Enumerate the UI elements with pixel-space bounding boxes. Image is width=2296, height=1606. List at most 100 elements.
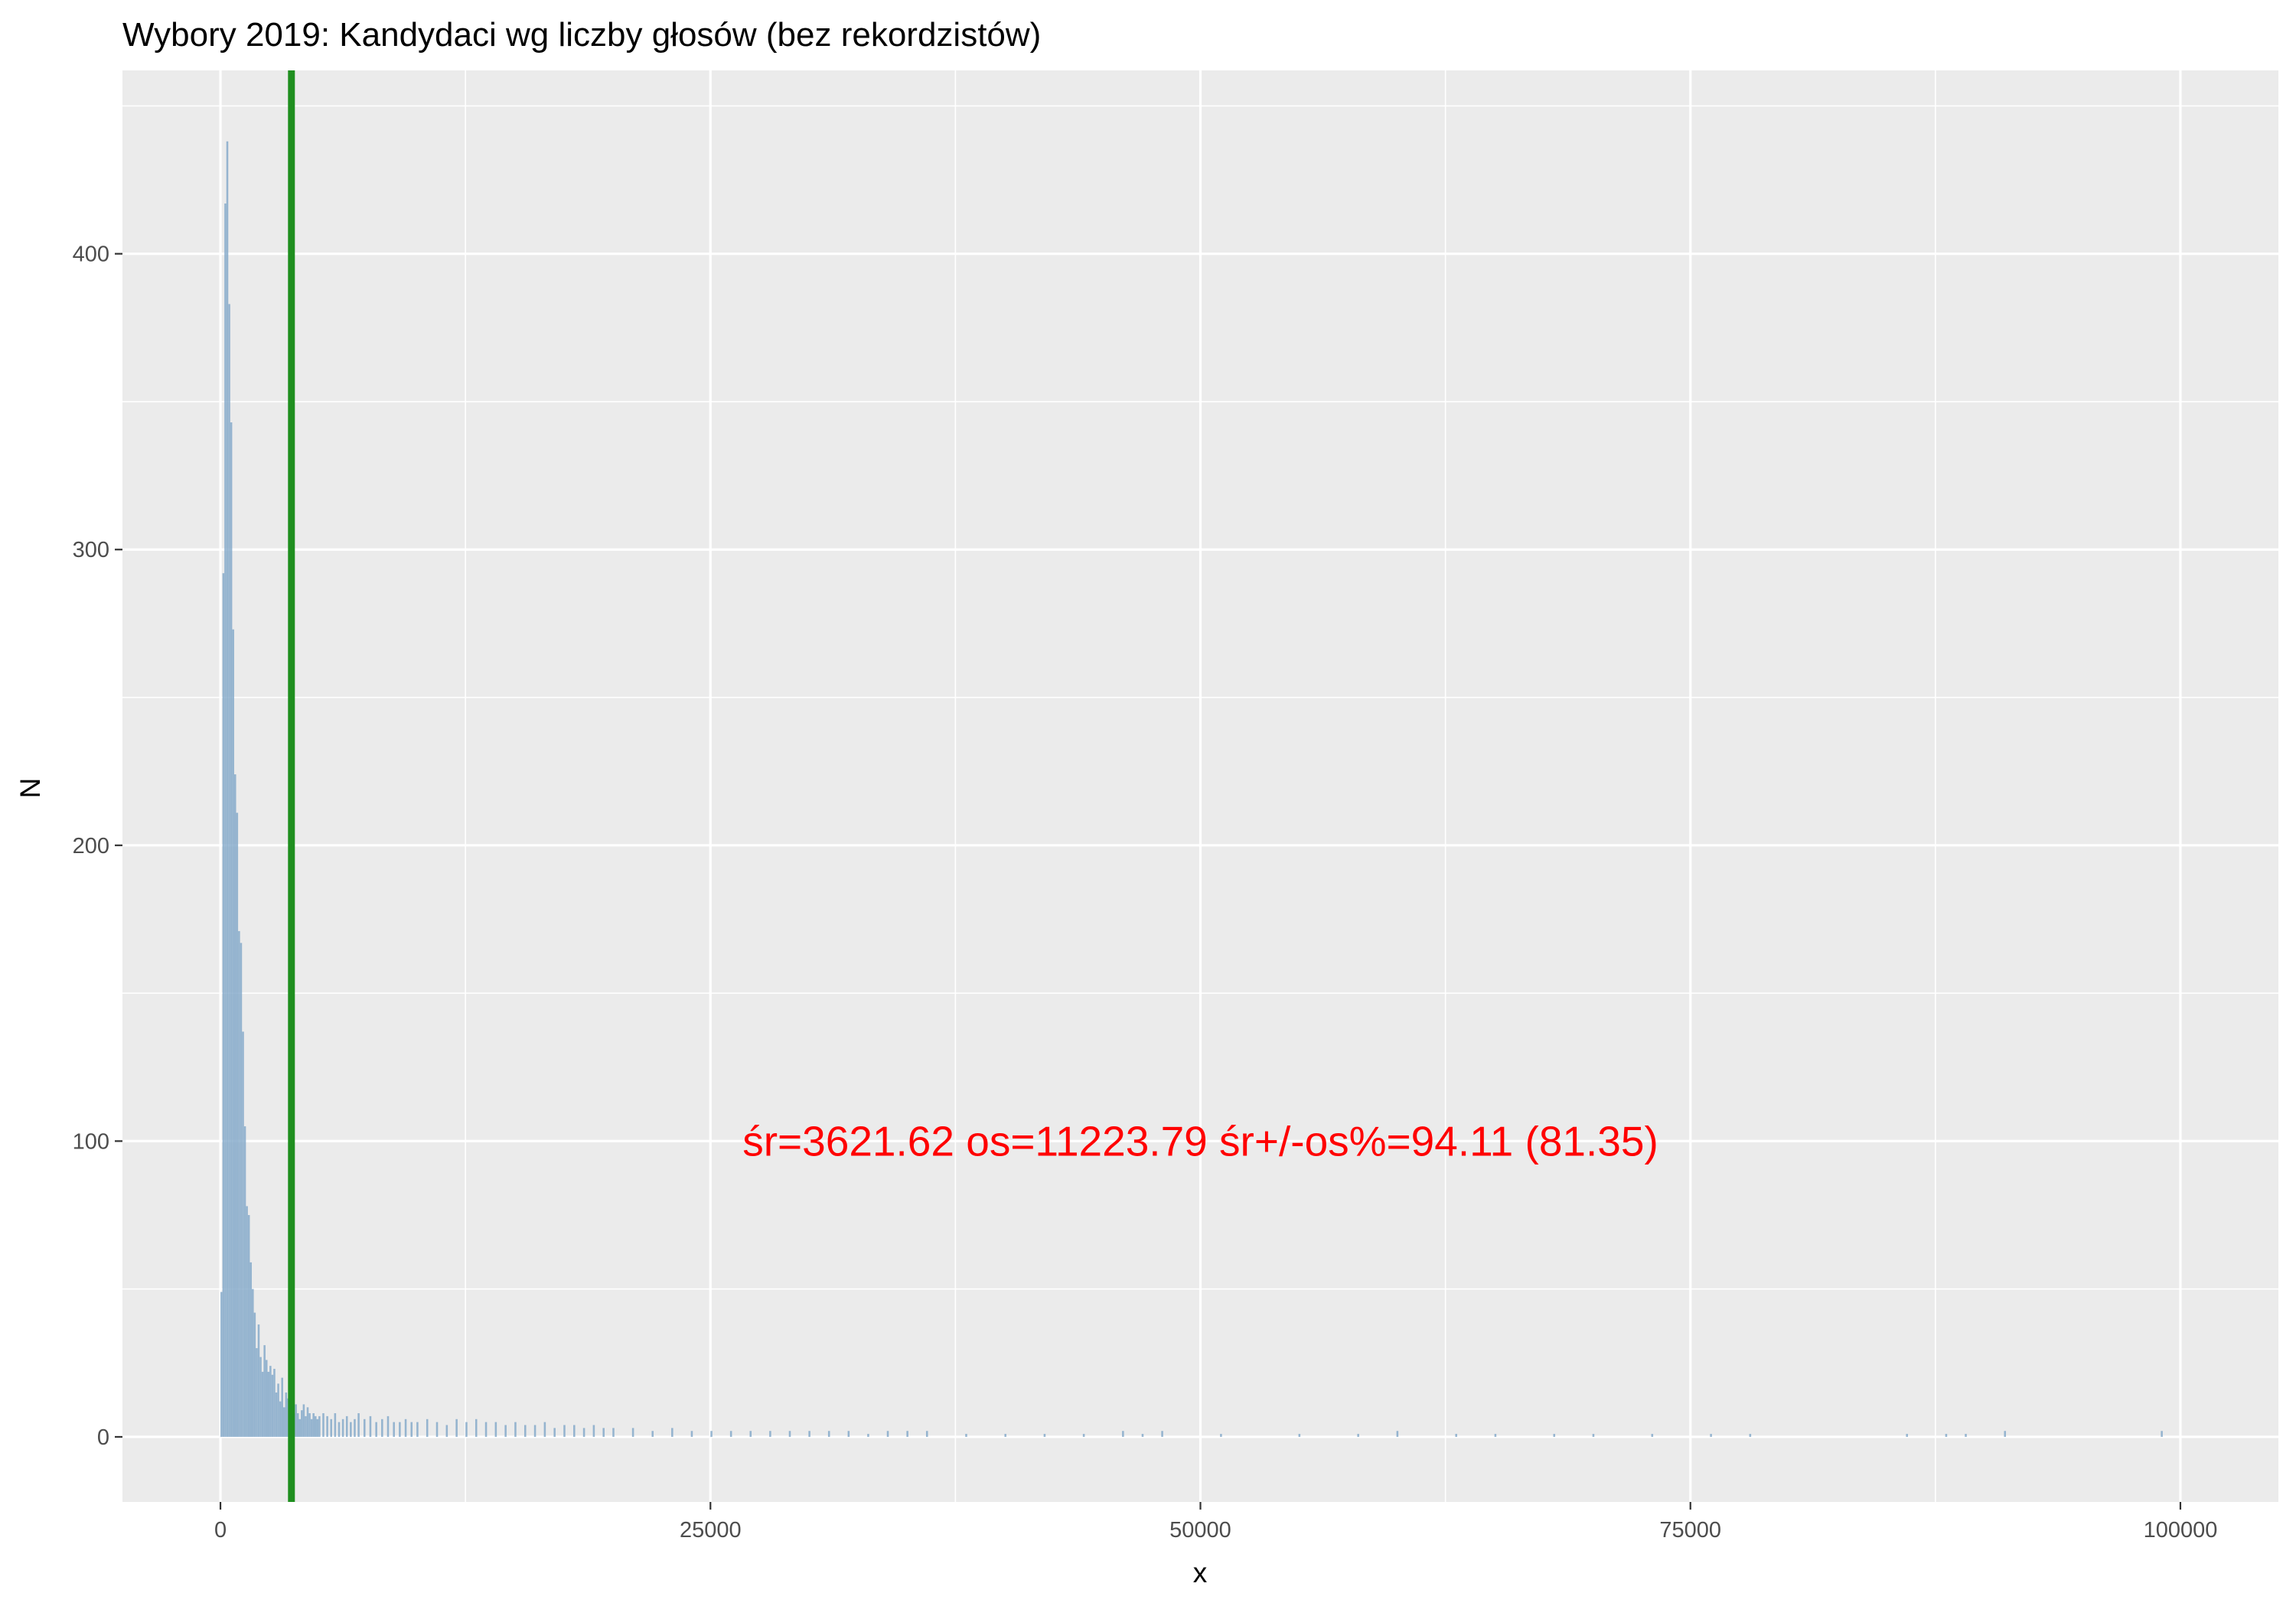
histogram-bar bbox=[226, 141, 229, 1437]
chart-title: Wybory 2019: Kandydaci wg liczby głosów … bbox=[122, 16, 1041, 54]
histogram-bar bbox=[651, 1431, 654, 1437]
histogram-bar bbox=[228, 304, 230, 1437]
histogram-bar bbox=[318, 1415, 321, 1437]
histogram-bar bbox=[1965, 1434, 1967, 1437]
histogram-bar bbox=[301, 1410, 303, 1437]
histogram-bar bbox=[729, 1431, 732, 1437]
histogram-bar bbox=[2004, 1431, 2007, 1437]
x-tick-label: 100000 bbox=[2144, 1518, 2218, 1542]
histogram-bar bbox=[314, 1415, 317, 1437]
histogram-bar bbox=[267, 1371, 270, 1437]
histogram-bar bbox=[906, 1431, 908, 1437]
histogram-bar bbox=[1455, 1434, 1457, 1437]
histogram-bar bbox=[553, 1428, 556, 1437]
histogram-bar bbox=[523, 1425, 527, 1437]
stats-annotation: śr=3621.62 os=11223.79 śr+/-os%=94.11 (8… bbox=[742, 1117, 1658, 1165]
histogram-bar bbox=[275, 1392, 278, 1437]
x-tick-label: 0 bbox=[214, 1518, 227, 1542]
histogram-bars bbox=[220, 141, 2163, 1437]
histogram-bar bbox=[277, 1383, 279, 1437]
histogram-bar bbox=[1710, 1434, 1712, 1437]
histogram-bar bbox=[224, 203, 227, 1437]
histogram-bar bbox=[259, 1357, 262, 1437]
histogram-bar bbox=[475, 1419, 478, 1437]
histogram-bar bbox=[330, 1419, 333, 1437]
histogram-bar bbox=[281, 1377, 283, 1437]
histogram-bar bbox=[354, 1419, 356, 1437]
y-tick-label: 0 bbox=[97, 1425, 109, 1450]
histogram-bar bbox=[867, 1434, 869, 1437]
histogram-bar bbox=[1396, 1431, 1399, 1437]
histogram-bar bbox=[296, 1413, 299, 1437]
x-axis-title: x bbox=[1193, 1557, 1208, 1588]
histogram-bar bbox=[416, 1422, 419, 1437]
histogram-bar bbox=[573, 1425, 576, 1437]
histogram-bar bbox=[504, 1425, 507, 1437]
histogram-bar bbox=[326, 1415, 328, 1437]
histogram-bar bbox=[563, 1425, 566, 1437]
histogram-bar bbox=[1357, 1434, 1359, 1437]
histogram-bar bbox=[749, 1431, 752, 1437]
histogram-bar bbox=[261, 1371, 264, 1437]
y-axis-ticks: 0 100 200 300 400 bbox=[73, 243, 122, 1450]
histogram-bar bbox=[1220, 1434, 1222, 1437]
x-tick-label: 25000 bbox=[680, 1518, 742, 1542]
histogram-bar bbox=[233, 774, 236, 1437]
histogram-bar bbox=[263, 1345, 266, 1437]
histogram-bar bbox=[1043, 1434, 1046, 1437]
histogram-bar bbox=[308, 1413, 311, 1437]
histogram-bar bbox=[769, 1431, 771, 1437]
histogram-bar bbox=[1749, 1434, 1752, 1437]
histogram-bar bbox=[247, 1215, 250, 1437]
histogram-bar bbox=[334, 1413, 337, 1437]
histogram-bar bbox=[242, 1031, 244, 1437]
histogram-bar bbox=[1945, 1434, 1948, 1437]
histogram-bar bbox=[1298, 1434, 1301, 1437]
histogram-bar bbox=[404, 1419, 407, 1437]
y-tick-label: 200 bbox=[73, 834, 109, 858]
histogram-bar bbox=[1592, 1434, 1595, 1437]
histogram-bar bbox=[246, 1206, 248, 1437]
histogram-bar bbox=[279, 1401, 282, 1437]
histogram-bar bbox=[494, 1422, 497, 1437]
x-tick-label: 75000 bbox=[1659, 1518, 1721, 1542]
histogram-bar bbox=[312, 1413, 315, 1437]
histogram-bar bbox=[322, 1413, 325, 1437]
histogram-bar bbox=[690, 1431, 693, 1437]
histogram-bar bbox=[257, 1324, 260, 1437]
histogram-bar bbox=[1141, 1434, 1144, 1437]
histogram-bar bbox=[338, 1422, 341, 1437]
histogram-bar bbox=[847, 1431, 850, 1437]
histogram-bar bbox=[788, 1431, 791, 1437]
histogram-bar bbox=[316, 1419, 319, 1437]
histogram-bar bbox=[222, 573, 225, 1437]
histogram-bar bbox=[310, 1419, 313, 1437]
histogram-bar bbox=[631, 1428, 634, 1437]
histogram-bar bbox=[230, 422, 233, 1437]
histogram-bar bbox=[238, 930, 240, 1437]
histogram-bar bbox=[375, 1422, 377, 1437]
histogram-bar bbox=[240, 943, 243, 1437]
y-tick-label: 400 bbox=[73, 243, 109, 267]
x-axis-ticks: 0 25000 50000 75000 100000 bbox=[214, 1502, 2217, 1542]
histogram-bar bbox=[514, 1422, 517, 1437]
histogram-bar bbox=[249, 1262, 253, 1437]
histogram-bar bbox=[465, 1422, 468, 1437]
histogram-bar bbox=[410, 1422, 413, 1437]
histogram-bar bbox=[808, 1431, 810, 1437]
histogram-bar bbox=[582, 1428, 585, 1437]
histogram-bar bbox=[363, 1419, 366, 1437]
histogram-bar bbox=[271, 1374, 274, 1437]
histogram-bar bbox=[1906, 1434, 1908, 1437]
histogram-bar bbox=[533, 1425, 536, 1437]
histogram-bar bbox=[1553, 1434, 1556, 1437]
histogram-bar bbox=[269, 1366, 272, 1437]
histogram-bar bbox=[455, 1419, 458, 1437]
histogram-bar bbox=[243, 1126, 246, 1437]
histogram-bar bbox=[298, 1419, 302, 1437]
histogram-bar bbox=[381, 1419, 383, 1437]
histogram-bar bbox=[1161, 1431, 1163, 1437]
x-tick-label: 50000 bbox=[1169, 1518, 1231, 1542]
histogram-bar bbox=[925, 1431, 928, 1437]
